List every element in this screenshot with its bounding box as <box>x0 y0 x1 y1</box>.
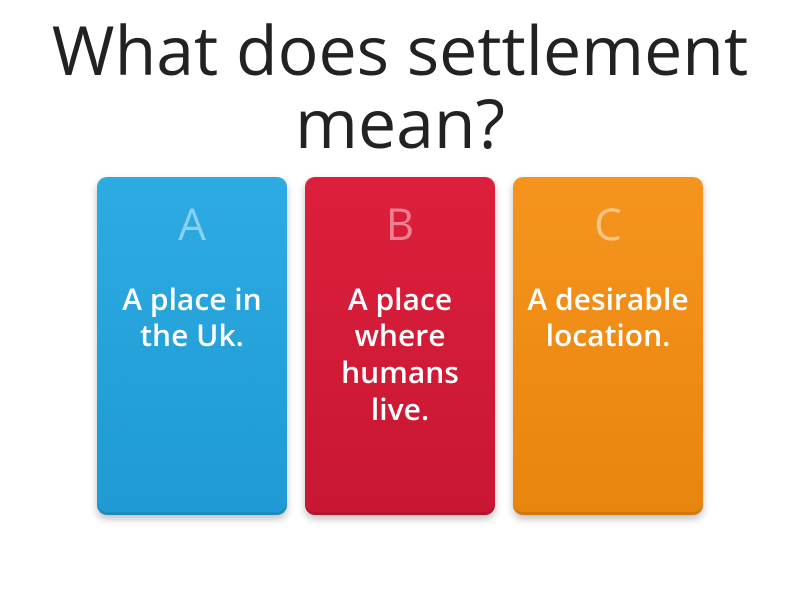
option-text: A place where humans live. <box>305 281 495 427</box>
options-container: A A place in the Uk. B A place where hum… <box>67 177 733 515</box>
option-card-c[interactable]: C A desirable location. <box>513 177 703 515</box>
option-letter: C <box>594 193 622 253</box>
option-card-a[interactable]: A A place in the Uk. <box>97 177 287 515</box>
option-text: A desirable location. <box>513 281 703 354</box>
option-letter: B <box>386 193 414 253</box>
option-letter: A <box>178 193 206 253</box>
question-text: What does settlement mean? <box>0 12 800 159</box>
option-text: A place in the Uk. <box>97 281 287 354</box>
option-card-b[interactable]: B A place where humans live. <box>305 177 495 515</box>
